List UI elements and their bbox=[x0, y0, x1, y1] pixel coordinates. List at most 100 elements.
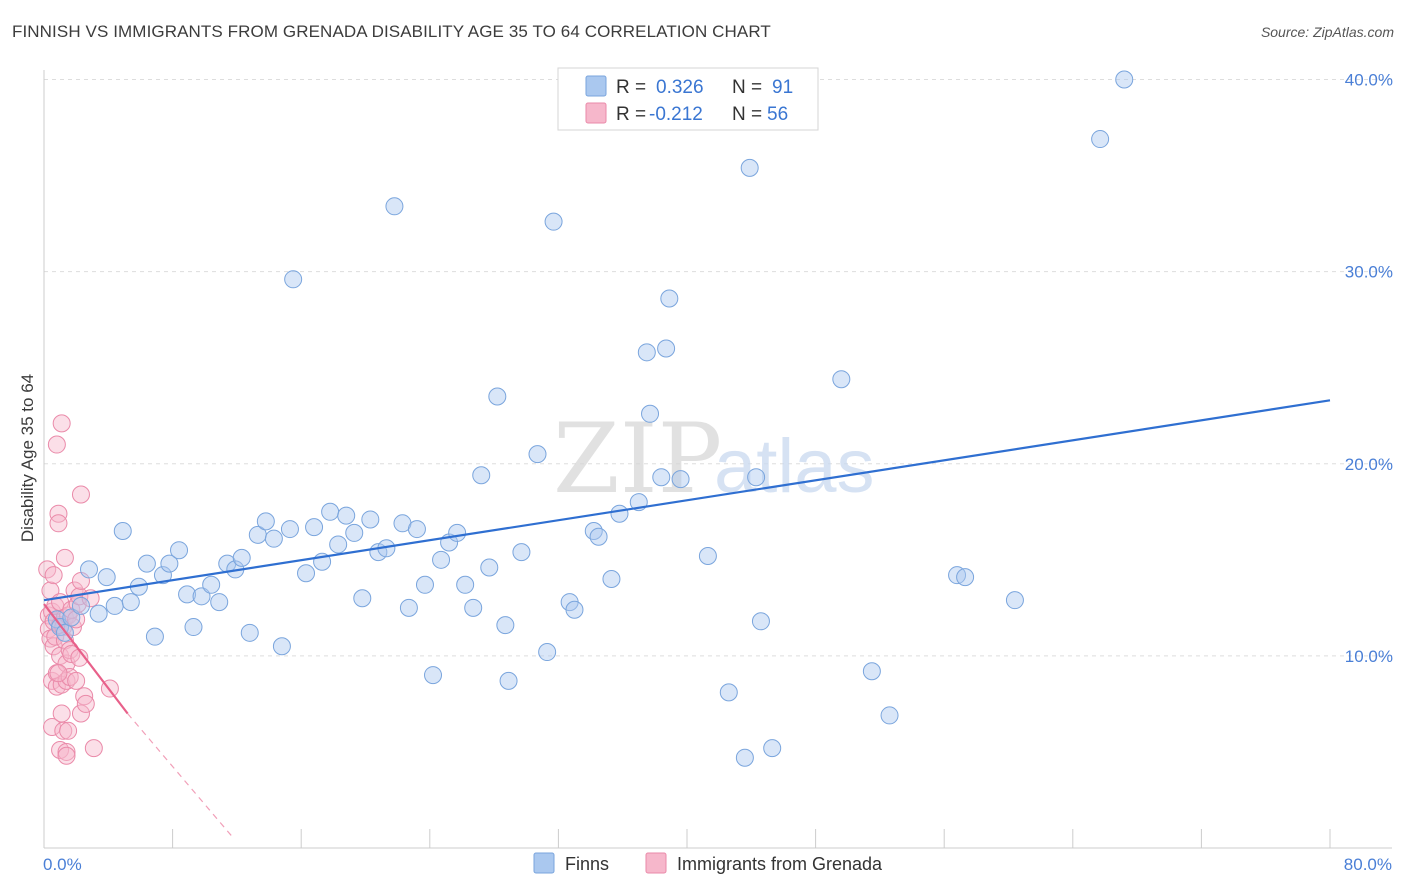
grenada-point bbox=[76, 694, 95, 713]
finns-point bbox=[1091, 130, 1110, 149]
finns-point bbox=[424, 666, 443, 685]
finns-point bbox=[121, 593, 140, 612]
grenada-point bbox=[75, 687, 94, 706]
y-tick-label: 10.0% bbox=[1345, 647, 1393, 666]
legend-n-label-finns: N = bbox=[732, 77, 762, 98]
finns-point bbox=[735, 748, 754, 767]
y-tick-labels: 10.0% 20.0% 30.0% 40.0% bbox=[1345, 71, 1393, 666]
grenada-point bbox=[71, 704, 90, 723]
finns-point bbox=[660, 289, 679, 308]
finns-point bbox=[528, 445, 547, 464]
finns-point bbox=[637, 343, 656, 362]
finns-point bbox=[432, 550, 451, 569]
finns-point bbox=[602, 570, 621, 589]
finns-point bbox=[105, 596, 124, 615]
finns-point bbox=[297, 564, 316, 583]
legend-r-value-grenada: -0.212 bbox=[649, 104, 703, 125]
grenada-point bbox=[49, 664, 68, 683]
finns-point bbox=[956, 568, 975, 587]
finns-point bbox=[178, 585, 197, 604]
y-tick-label: 30.0% bbox=[1345, 263, 1393, 282]
legend-r-value-finns: 0.326 bbox=[656, 77, 704, 98]
finns-point bbox=[256, 512, 275, 531]
finns-point bbox=[747, 468, 766, 487]
grenada-point bbox=[47, 435, 66, 454]
finns-point bbox=[415, 575, 434, 594]
finns-point bbox=[232, 548, 251, 567]
finns-point bbox=[264, 529, 283, 548]
finns-point bbox=[192, 587, 211, 606]
finns-point bbox=[763, 739, 782, 758]
grenada-trend-extension bbox=[127, 713, 235, 839]
source-label: Source: ZipAtlas.com bbox=[1260, 24, 1394, 40]
finns-point bbox=[71, 596, 90, 615]
finns-point bbox=[1005, 591, 1024, 610]
finns-point bbox=[641, 404, 660, 423]
finns-point bbox=[740, 158, 759, 177]
watermark-atlas: atlas bbox=[714, 424, 875, 509]
finns-point bbox=[62, 608, 81, 627]
x-tick-label-min: 0.0% bbox=[43, 855, 82, 874]
grenada-trend-line bbox=[43, 603, 129, 715]
finns-point bbox=[153, 566, 172, 585]
grenada-point bbox=[59, 721, 78, 740]
legend-n-label-grenada: N = bbox=[732, 104, 762, 125]
grenada-point bbox=[67, 671, 86, 690]
finns-point bbox=[399, 598, 418, 617]
finns-point bbox=[305, 518, 324, 537]
bottom-legend-swatch-grenada bbox=[645, 852, 667, 874]
finns-point bbox=[589, 527, 608, 546]
finns-point bbox=[337, 506, 356, 525]
bottom-legend-swatch-finns bbox=[533, 852, 555, 874]
finns-point bbox=[565, 600, 584, 619]
finns-point bbox=[361, 510, 380, 529]
finns-point bbox=[97, 568, 116, 587]
x-tick-label-max: 80.0% bbox=[1344, 855, 1392, 874]
finns-point bbox=[184, 618, 203, 637]
finns-point bbox=[480, 558, 499, 577]
finns-point bbox=[160, 554, 179, 573]
finns-point bbox=[407, 520, 426, 539]
finns-point bbox=[280, 520, 299, 539]
finns-point bbox=[456, 575, 475, 594]
finns-point bbox=[113, 521, 132, 540]
finns-point bbox=[472, 466, 491, 485]
series-finns bbox=[47, 70, 1134, 767]
grenada-point bbox=[44, 566, 63, 585]
bottom-legend-label-grenada: Immigrants from Grenada bbox=[677, 854, 883, 874]
grenada-point bbox=[55, 548, 74, 567]
legend-swatch-grenada bbox=[585, 102, 607, 124]
finns-point bbox=[353, 589, 372, 608]
series-legend: Finns Immigrants from Grenada bbox=[533, 852, 883, 874]
finns-point bbox=[89, 604, 108, 623]
finns-point bbox=[657, 339, 676, 358]
finns-point bbox=[488, 387, 507, 406]
grenada-point bbox=[57, 742, 76, 761]
watermark-zip: ZIP bbox=[553, 403, 722, 515]
grenada-point bbox=[52, 414, 71, 433]
finns-point bbox=[145, 627, 164, 646]
grenada-point bbox=[52, 704, 71, 723]
finns-point bbox=[321, 502, 340, 521]
legend-swatch-finns bbox=[585, 75, 607, 97]
finns-trend-line bbox=[43, 399, 1331, 602]
finns-point bbox=[584, 521, 603, 540]
finns-point bbox=[385, 197, 404, 216]
finns-point bbox=[652, 468, 671, 487]
finns-point bbox=[496, 616, 515, 635]
grenada-point bbox=[49, 504, 68, 523]
finns-point bbox=[345, 523, 364, 542]
finns-point bbox=[170, 541, 189, 560]
finns-point bbox=[538, 643, 557, 662]
gridlines bbox=[44, 79, 1392, 657]
finns-point bbox=[499, 671, 518, 690]
finns-point bbox=[329, 535, 348, 554]
finns-point bbox=[1115, 70, 1134, 89]
legend-n-value-finns: 91 bbox=[772, 77, 793, 98]
finns-point bbox=[210, 593, 229, 612]
series-grenada bbox=[38, 414, 119, 765]
finns-point bbox=[698, 546, 717, 565]
y-tick-label: 20.0% bbox=[1345, 455, 1393, 474]
finns-point bbox=[544, 212, 563, 231]
